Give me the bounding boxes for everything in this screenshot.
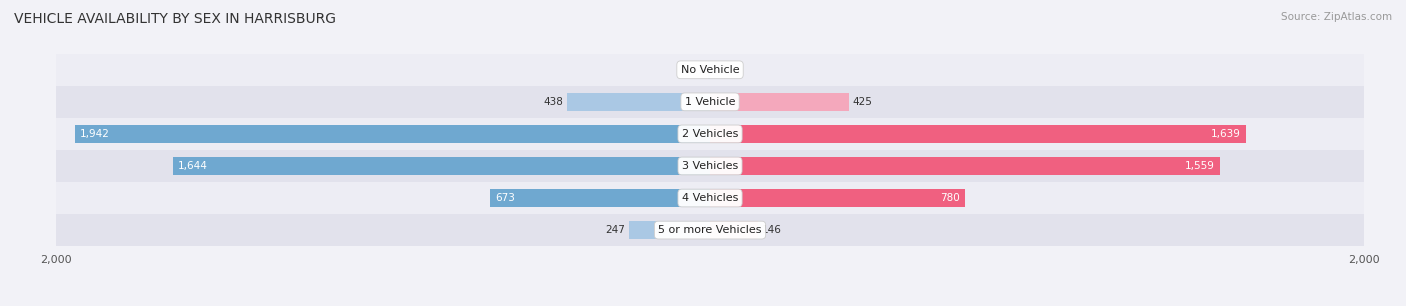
- Text: No Vehicle: No Vehicle: [681, 65, 740, 75]
- Bar: [56, 86, 1364, 118]
- Bar: [710, 221, 758, 239]
- Text: 780: 780: [941, 193, 960, 203]
- Bar: [173, 157, 710, 175]
- Text: 438: 438: [543, 97, 562, 107]
- Bar: [630, 221, 710, 239]
- Bar: [56, 118, 1364, 150]
- Bar: [710, 92, 849, 111]
- Text: 146: 146: [762, 225, 782, 235]
- Text: 425: 425: [853, 97, 873, 107]
- Text: 4 Vehicles: 4 Vehicles: [682, 193, 738, 203]
- Bar: [710, 189, 965, 207]
- Text: 1 Vehicle: 1 Vehicle: [685, 97, 735, 107]
- Bar: [491, 189, 710, 207]
- Bar: [75, 125, 710, 143]
- Text: 3 Vehicles: 3 Vehicles: [682, 161, 738, 171]
- Bar: [710, 125, 1246, 143]
- Bar: [56, 182, 1364, 214]
- Bar: [710, 157, 1219, 175]
- Bar: [707, 61, 710, 79]
- Text: 2 Vehicles: 2 Vehicles: [682, 129, 738, 139]
- Text: 5 or more Vehicles: 5 or more Vehicles: [658, 225, 762, 235]
- Bar: [56, 54, 1364, 86]
- Text: 247: 247: [606, 225, 626, 235]
- Text: 673: 673: [495, 193, 515, 203]
- Bar: [567, 92, 710, 111]
- Text: 0: 0: [720, 65, 727, 75]
- Text: Source: ZipAtlas.com: Source: ZipAtlas.com: [1281, 12, 1392, 22]
- Text: 1,559: 1,559: [1185, 161, 1215, 171]
- Bar: [56, 150, 1364, 182]
- Bar: [56, 214, 1364, 246]
- Text: VEHICLE AVAILABILITY BY SEX IN HARRISBURG: VEHICLE AVAILABILITY BY SEX IN HARRISBUR…: [14, 12, 336, 26]
- Text: 1,644: 1,644: [177, 161, 208, 171]
- Text: 7: 7: [697, 65, 704, 75]
- Text: 1,942: 1,942: [80, 129, 110, 139]
- Text: 1,639: 1,639: [1211, 129, 1241, 139]
